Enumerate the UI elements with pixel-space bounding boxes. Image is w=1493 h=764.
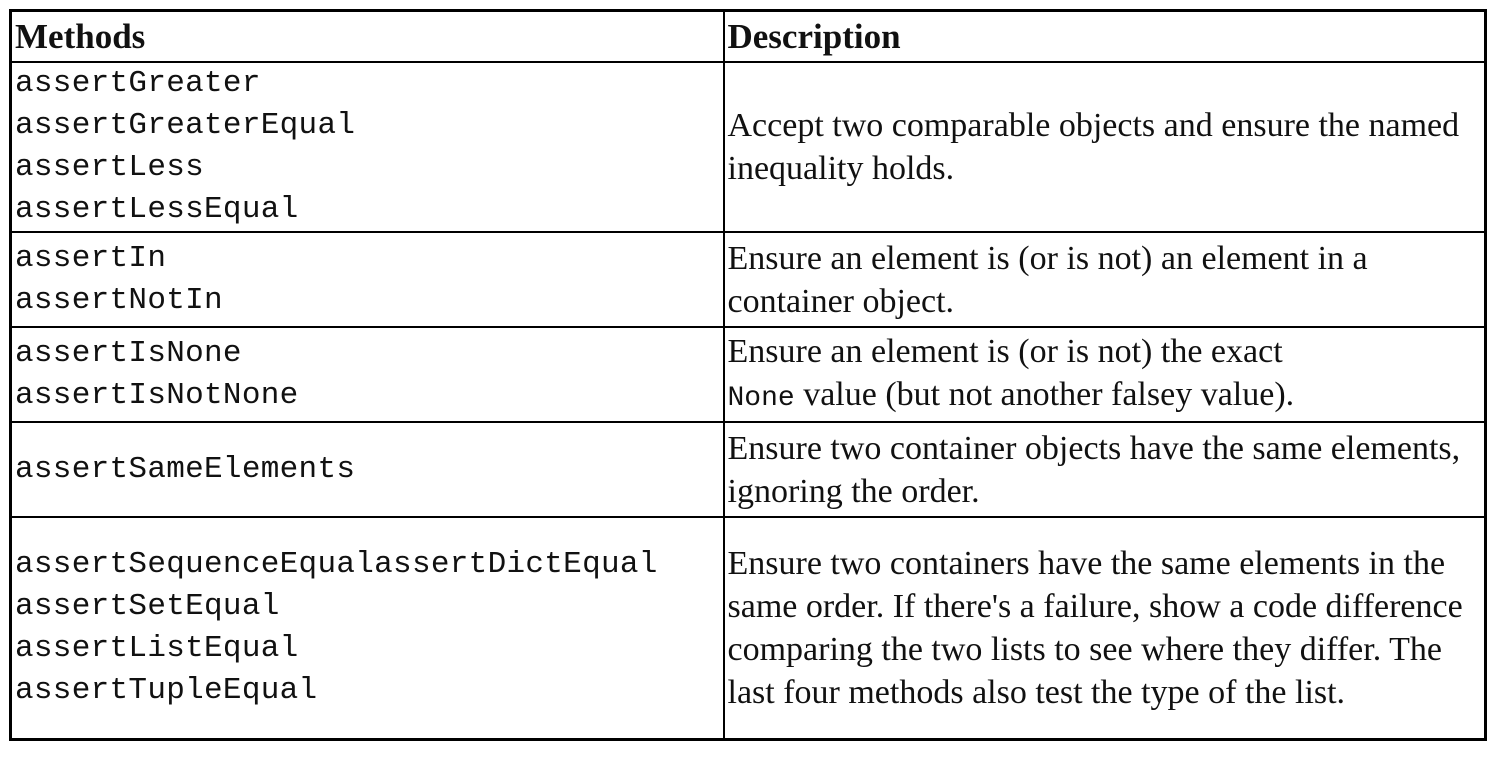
table-row: assertIsNone assertIsNotNone Ensure an el… [9,326,1487,423]
method-name: assertIsNone [15,335,242,371]
methods-header: Methods [9,9,725,63]
method-name: assertLess [15,150,205,185]
methods-cell: assertIsNone assertIsNotNone [9,326,725,423]
method-name: assertListEqual [15,630,299,666]
method-name: assertTupleEqual [15,672,318,708]
table-row: assertIn assertNotIn Ensure an element is… [9,231,1487,328]
methods-cell: assertIn assertNotIn [9,231,725,328]
description-text: value (but not another falsey value). [803,375,1295,413]
method-name: assertIn [15,240,167,276]
method-name: assertGreaterEqual [15,108,356,143]
method-name: assertGreater [15,66,261,101]
method-name: assertSameElements [15,451,356,487]
table-row: assertGreater assertGreaterEqual assertLes… [9,61,1487,233]
methods-cell: assertSequenceEqualassertDictEqual assert… [9,516,725,740]
description-header: Description [722,9,1487,63]
inline-code: None [727,382,795,414]
methods-table: Methods Description assertGreater assertG… [9,9,1487,741]
method-name: assertSequenceEqualassertDictEqual [15,546,658,582]
method-name: assertNotIn [15,282,223,318]
description-cell: Ensure two container objects have the sa… [722,421,1487,518]
description-cell: Ensure two containers have the same elem… [722,516,1487,740]
description-text: Ensure an element is (or is not) the exa… [727,332,1283,370]
methods-cell: assertSameElements [9,421,725,518]
table-row: assertSameElements Ensure two container … [9,421,1487,518]
description-cell: Ensure an element is (or is not) an elem… [722,231,1487,328]
method-name: assertLessEqual [15,192,299,227]
description-cell: Ensure an element is (or is not) the exa… [722,326,1487,423]
table-row: assertSequenceEqualassertDictEqual assert… [9,516,1487,740]
method-name: assertSetEqual [15,588,280,624]
method-name: assertIsNotNone [15,377,299,413]
header-row: Methods Description [9,9,1487,63]
methods-cell: assertGreater assertGreaterEqual assertLes… [9,61,725,233]
description-cell: Accept two comparable objects and ensure… [722,61,1487,233]
